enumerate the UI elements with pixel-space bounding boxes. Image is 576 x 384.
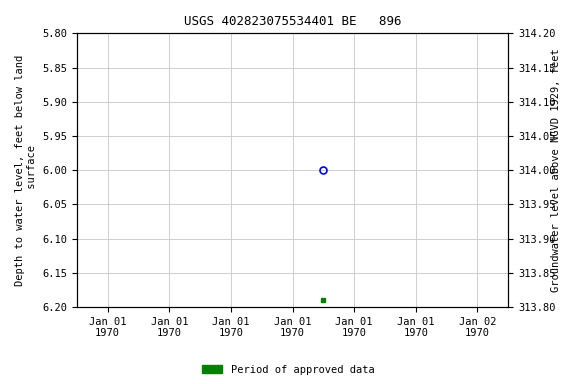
Y-axis label: Groundwater level above NGVD 1929, feet: Groundwater level above NGVD 1929, feet [551, 48, 561, 292]
Y-axis label: Depth to water level, feet below land
 surface: Depth to water level, feet below land su… [15, 55, 37, 286]
Title: USGS 402823075534401 BE   896: USGS 402823075534401 BE 896 [184, 15, 401, 28]
Legend: Period of approved data: Period of approved data [198, 361, 378, 379]
